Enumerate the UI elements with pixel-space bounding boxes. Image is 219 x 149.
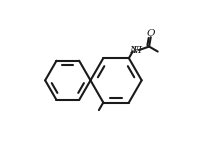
Text: O: O: [147, 29, 155, 38]
Text: H: H: [132, 46, 141, 55]
Text: N: N: [129, 46, 139, 55]
